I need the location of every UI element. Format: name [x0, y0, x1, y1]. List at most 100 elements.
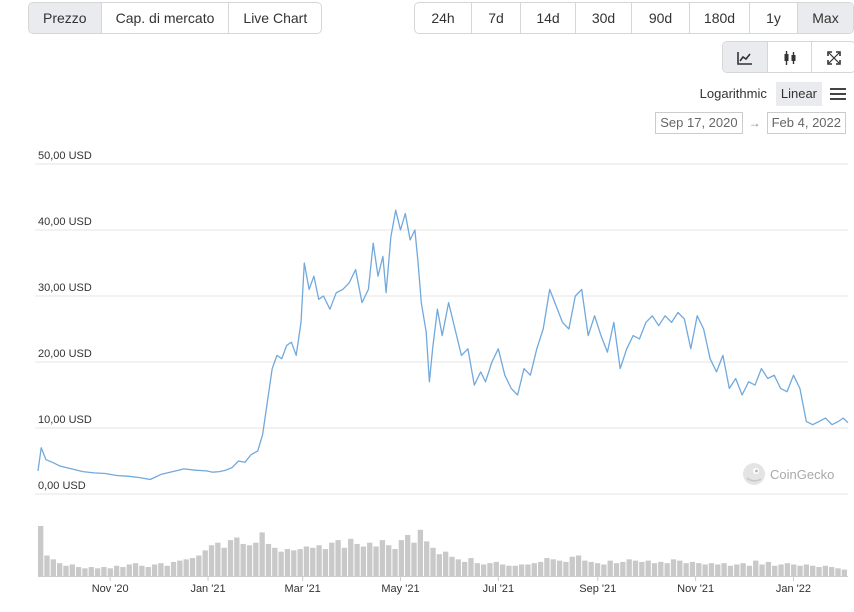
volume-bar	[278, 551, 284, 576]
volume-bar	[803, 564, 810, 576]
tab-market-cap[interactable]: Cap. di mercato	[100, 3, 229, 33]
volume-bar	[348, 538, 354, 576]
y-tick-label: 20,00 USD	[38, 348, 92, 360]
range-24h-button[interactable]: 24h	[431, 10, 455, 26]
volume-bar	[113, 565, 120, 576]
volume-bar	[740, 563, 746, 576]
volume-bar	[341, 547, 348, 576]
volume-bar	[94, 568, 101, 576]
range-90d-button[interactable]: 90d	[631, 3, 689, 33]
line-chart-button[interactable]	[723, 42, 767, 72]
volume-bar	[360, 546, 367, 576]
volume-bar	[303, 546, 310, 576]
y-tick-label: 0,00 USD	[38, 480, 86, 492]
coingecko-logo-icon	[743, 463, 765, 485]
range-7d-button[interactable]: 7d	[471, 3, 520, 33]
volume-bar	[50, 559, 56, 576]
volume-bar	[101, 567, 107, 576]
volume-bar	[145, 567, 151, 576]
volume-bar	[563, 561, 569, 576]
volume-bar	[120, 567, 126, 576]
volume-bar	[455, 559, 461, 576]
volume-bar	[170, 561, 177, 576]
price-chart[interactable]: 0,00 USD 10,00 USD 20,00 USD 30,00 USD 40,00…	[0, 140, 854, 612]
volume-bar	[468, 558, 474, 576]
volume-bar	[658, 561, 664, 576]
volume-bar	[531, 563, 537, 576]
volume-bar	[670, 559, 677, 576]
range-max-button[interactable]: Max	[797, 3, 853, 33]
volume-bar	[518, 564, 525, 576]
volume-bar	[480, 564, 487, 576]
volume-bar	[202, 550, 208, 576]
volume-bar	[556, 560, 563, 576]
grid-lines	[35, 163, 848, 495]
volume-bar	[702, 564, 708, 576]
volume-bar	[310, 547, 316, 576]
chart-type-group	[722, 41, 854, 73]
logarithmic-option[interactable]: Logarithmic	[699, 86, 767, 101]
tab-prezzo[interactable]: Prezzo	[29, 3, 101, 33]
volume-bar	[474, 563, 480, 576]
volume-bar	[208, 545, 215, 576]
volume-bar	[335, 540, 341, 576]
volume-bar	[234, 537, 240, 576]
volume-bar	[297, 549, 303, 576]
x-tick-label: Nov '21	[677, 583, 714, 595]
volume-bar	[677, 560, 683, 576]
watermark-text: CoinGecko	[770, 466, 835, 482]
volume-bar	[664, 563, 670, 576]
fullscreen-button[interactable]	[811, 42, 854, 72]
x-tick-label: Jul '21	[483, 583, 514, 595]
linear-option[interactable]: Linear	[775, 82, 822, 106]
volume-bar	[525, 564, 531, 576]
volume-bar	[424, 541, 430, 576]
menu-icon[interactable]	[830, 87, 846, 101]
volume-bar	[683, 563, 689, 576]
x-tick-label: Jan '21	[190, 583, 225, 595]
volume-bar	[449, 556, 455, 576]
range-30d-button[interactable]: 30d	[575, 3, 631, 33]
volume-bar	[841, 569, 847, 576]
volume-bar	[651, 563, 658, 576]
range-14d-button[interactable]: 14d	[520, 3, 575, 33]
date-to-input[interactable]: Feb 4, 2022	[766, 112, 846, 134]
volume-bar	[265, 543, 272, 576]
x-tick-label: May '21	[381, 583, 419, 595]
volume-bar	[569, 556, 575, 576]
volume-bar	[620, 561, 626, 576]
volume-bar	[550, 559, 556, 576]
volume-bar	[544, 558, 550, 576]
metric-tab-group: Prezzo Cap. di mercato Live Chart	[28, 2, 323, 34]
volume-bar	[499, 564, 506, 576]
price-line	[37, 209, 849, 481]
volume-bar	[367, 542, 373, 576]
volume-bar	[398, 540, 405, 576]
volume-bar	[461, 561, 468, 576]
date-from-input[interactable]: Sep 17, 2020	[655, 112, 743, 134]
volume-bar	[405, 534, 411, 576]
fullscreen-icon	[826, 51, 841, 66]
tab-live-chart[interactable]: Live Chart	[228, 3, 321, 33]
candlestick-button[interactable]	[767, 42, 811, 72]
candlestick-icon	[784, 51, 795, 66]
volume-bar	[417, 529, 424, 576]
price-line-series	[37, 209, 849, 481]
volume-bar	[373, 546, 379, 576]
volume-bar	[177, 560, 183, 576]
volume-bar	[613, 563, 620, 576]
volume-bar	[253, 542, 259, 576]
volume-bar	[132, 563, 139, 576]
volume-bar	[69, 564, 75, 576]
range-1y-button[interactable]: 1y	[749, 3, 797, 33]
volume-bar	[810, 565, 816, 576]
volume-bar	[575, 555, 582, 576]
volume-bar	[689, 561, 696, 576]
volume-bar	[63, 565, 69, 576]
range-180d-button[interactable]: 180d	[689, 3, 749, 33]
volume-bar	[506, 565, 512, 576]
volume-bar	[588, 561, 594, 576]
y-tick-label: 10,00 USD	[38, 414, 92, 426]
volume-bar	[430, 547, 436, 576]
volume-bar	[816, 567, 822, 576]
